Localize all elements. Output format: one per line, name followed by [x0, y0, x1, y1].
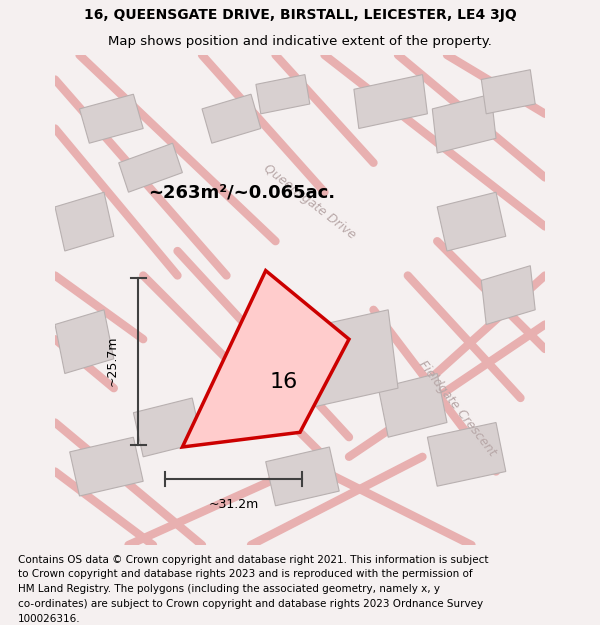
Polygon shape	[133, 398, 202, 457]
Polygon shape	[182, 271, 349, 447]
Text: Map shows position and indicative extent of the property.: Map shows position and indicative extent…	[108, 35, 492, 48]
Text: co-ordinates) are subject to Crown copyright and database rights 2023 Ordnance S: co-ordinates) are subject to Crown copyr…	[18, 599, 483, 609]
Text: HM Land Registry. The polygons (including the associated geometry, namely x, y: HM Land Registry. The polygons (includin…	[18, 584, 440, 594]
Polygon shape	[70, 438, 143, 496]
Polygon shape	[256, 74, 310, 114]
Text: 100026316.: 100026316.	[18, 614, 80, 624]
Polygon shape	[79, 94, 143, 143]
Polygon shape	[481, 70, 535, 114]
Text: ~31.2m: ~31.2m	[209, 499, 259, 511]
Text: ~25.7m: ~25.7m	[106, 336, 119, 386]
Polygon shape	[202, 94, 261, 143]
Text: Contains OS data © Crown copyright and database right 2021. This information is : Contains OS data © Crown copyright and d…	[18, 554, 488, 564]
Text: to Crown copyright and database rights 2023 and is reproduced with the permissio: to Crown copyright and database rights 2…	[18, 569, 473, 579]
Text: Fieldgate Crescent: Fieldgate Crescent	[416, 357, 498, 458]
Text: 16, QUEENSGATE DRIVE, BIRSTALL, LEICESTER, LE4 3JQ: 16, QUEENSGATE DRIVE, BIRSTALL, LEICESTE…	[83, 8, 517, 22]
Polygon shape	[481, 266, 535, 324]
Polygon shape	[354, 74, 427, 129]
Text: ~263m²/~0.065ac.: ~263m²/~0.065ac.	[148, 183, 335, 201]
Polygon shape	[437, 192, 506, 251]
Polygon shape	[379, 374, 447, 438]
Text: 16: 16	[270, 372, 298, 392]
Text: Queensgate Drive: Queensgate Drive	[261, 162, 358, 242]
Polygon shape	[55, 310, 114, 374]
Polygon shape	[55, 192, 114, 251]
Polygon shape	[266, 447, 339, 506]
Polygon shape	[119, 143, 182, 192]
Polygon shape	[433, 94, 496, 153]
Polygon shape	[300, 310, 398, 408]
Polygon shape	[427, 422, 506, 486]
